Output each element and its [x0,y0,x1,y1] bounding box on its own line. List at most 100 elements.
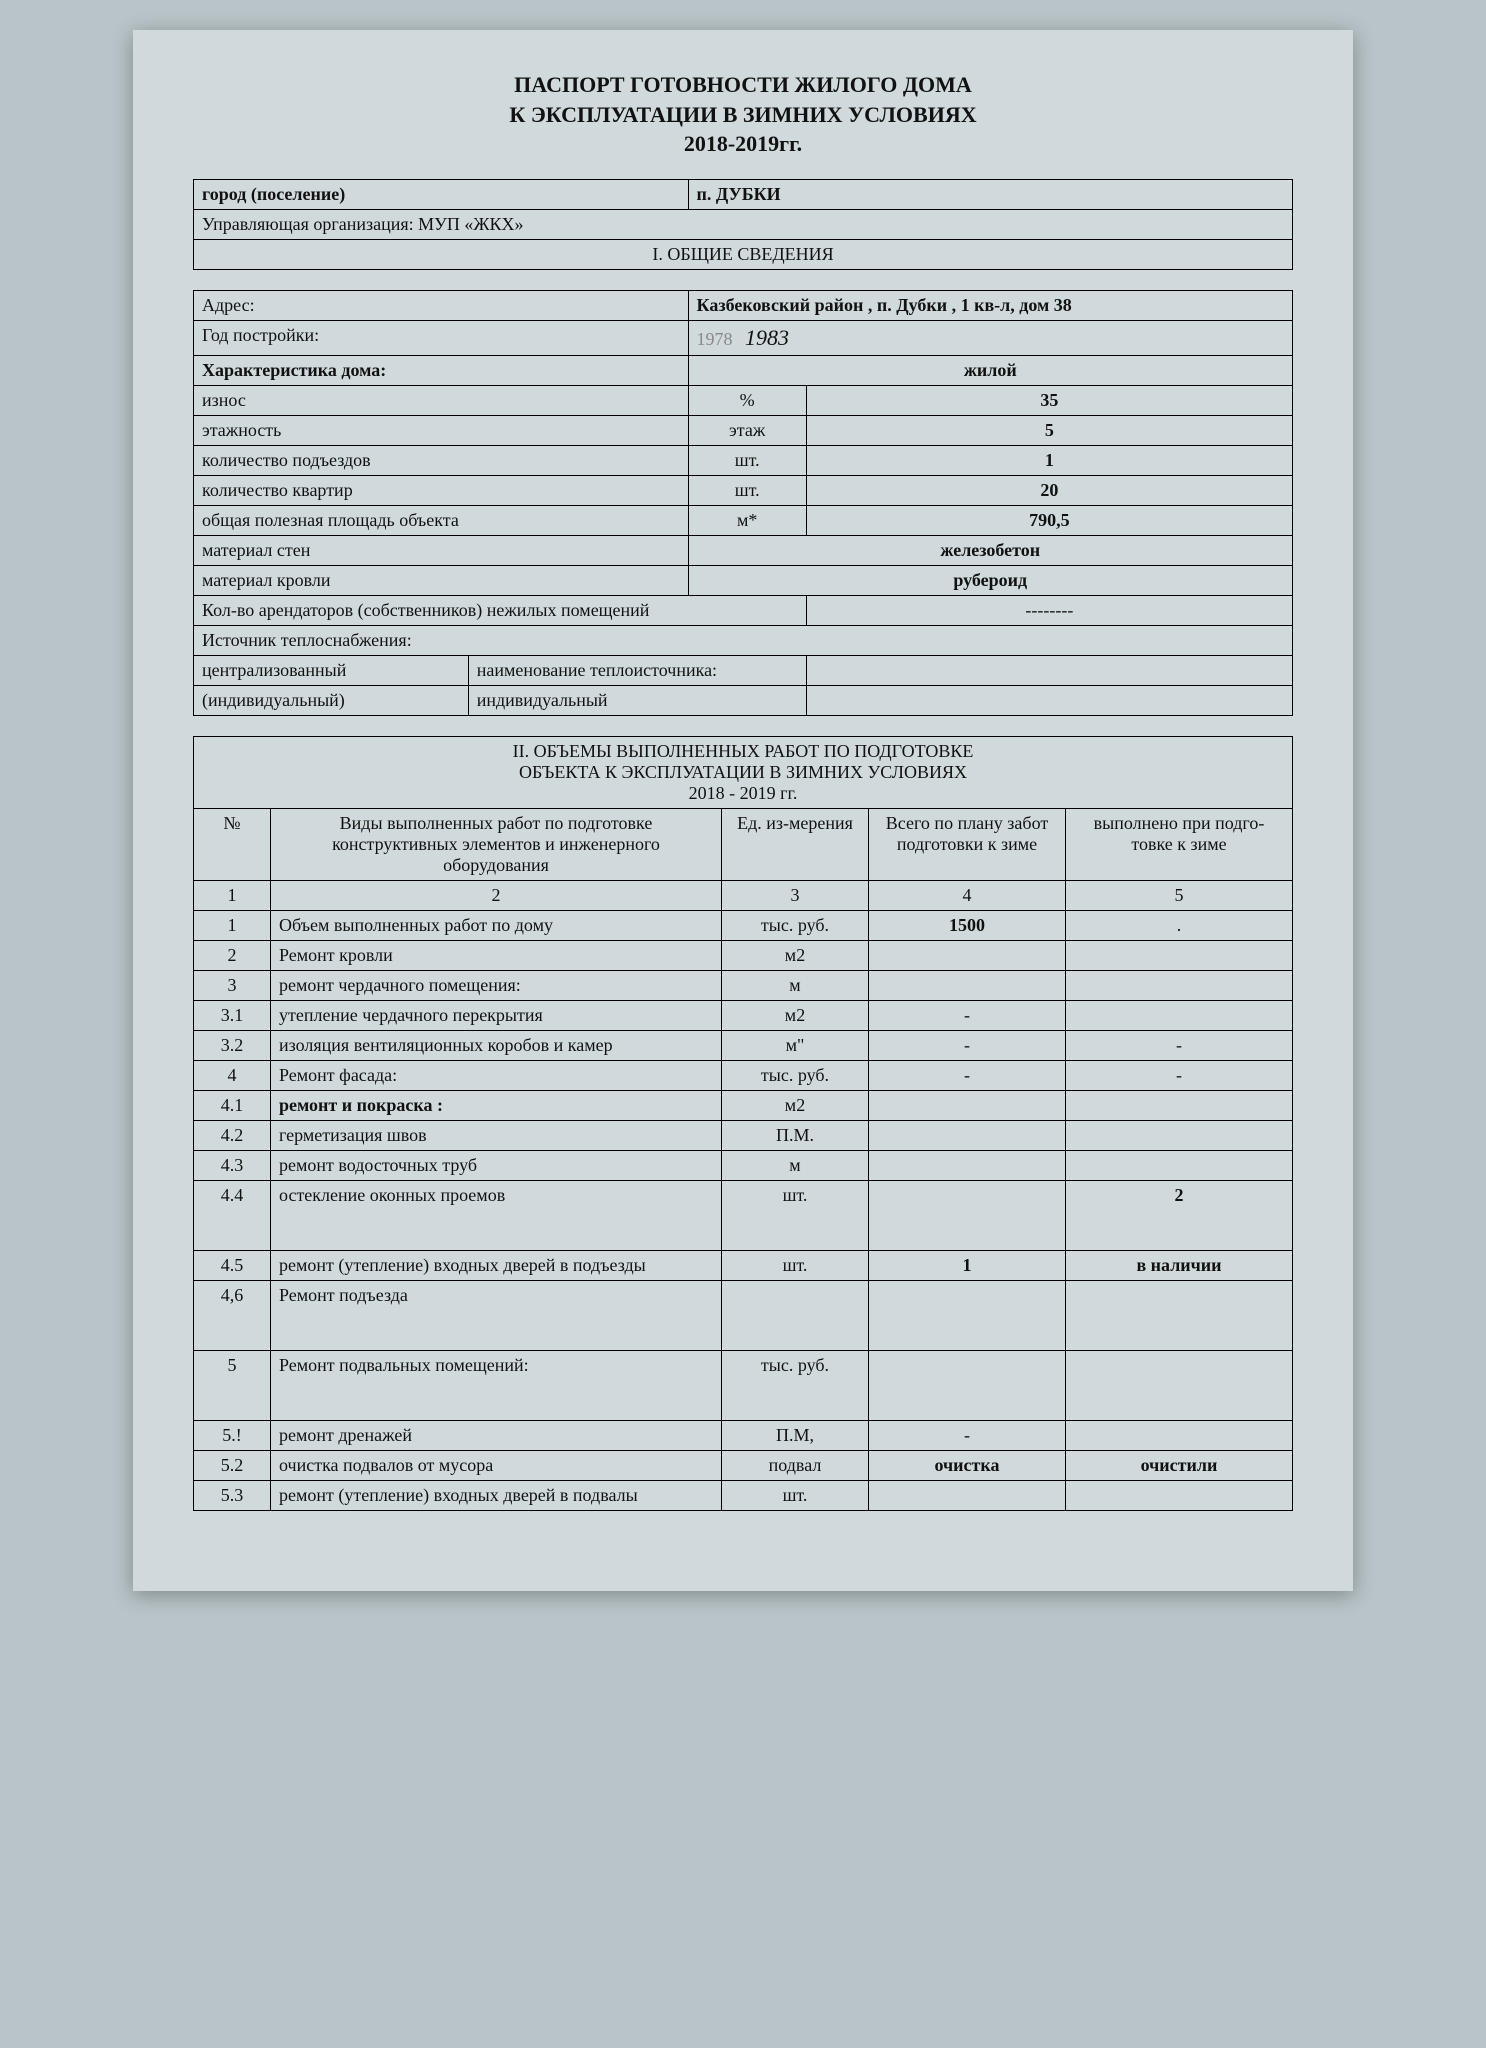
works-done [1066,1281,1293,1351]
works-row: 4Ремонт фасада:тыс. руб.-- [194,1061,1293,1091]
city-row: город (поселение) п. ДУБКИ [194,180,1293,210]
works-plan: - [869,1421,1066,1451]
org-row: Управляющая организация: МУП «ЖКХ» [194,210,1293,240]
works-done [1066,971,1293,1001]
works-unit: шт. [722,1181,869,1251]
tenants-value: -------- [806,596,1292,626]
heat-central-row: централизованный наименование теплоисточ… [194,656,1293,686]
year-handwritten: 1983 [737,325,789,350]
works-row: 1Объем выполненных работ по домутыс. руб… [194,911,1293,941]
works-unit: м [722,971,869,1001]
works-description: очистка подвалов от мусора [271,1451,722,1481]
char-row: Характеристика дома: жилой [194,356,1293,386]
general-unit: шт. [688,446,806,476]
works-description: Ремонт фасада: [271,1061,722,1091]
section2-line-2: ОБЪЕКТА К ЭКСПЛУАТАЦИИ В ЗИМНИХ УСЛОВИЯХ [202,762,1284,783]
general-value: 20 [806,476,1292,506]
general-value: железобетон [688,536,1292,566]
works-num: 4.5 [194,1251,271,1281]
works-header-row: № Виды выполненных работ по подготовке к… [194,809,1293,881]
general-value: 5 [806,416,1292,446]
works-unit: шт. [722,1251,869,1281]
general-row: материал кровлирубероид [194,566,1293,596]
hdr-num-2: 2 [271,881,722,911]
general-unit: % [688,386,806,416]
works-description: Ремонт подвальных помещений: [271,1351,722,1421]
works-row: 4.5ремонт (утепление) входных дверей в п… [194,1251,1293,1281]
hdr-num-5: 5 [1066,881,1293,911]
works-num: 3.2 [194,1031,271,1061]
heat-indiv-blank [806,686,1292,716]
works-unit: м" [722,1031,869,1061]
works-plan: 1500 [869,911,1066,941]
works-row: 2Ремонт кровлим2 [194,941,1293,971]
city-value: п. ДУБКИ [688,180,1292,210]
works-description: ремонт (утепление) входных дверей в подъ… [271,1251,722,1281]
works-description: ремонт водосточных труб [271,1151,722,1181]
col-plan: Всего по плану забот подготовки к зиме [869,809,1066,881]
works-unit: м2 [722,1001,869,1031]
works-done: очистили [1066,1451,1293,1481]
works-num: 5.! [194,1421,271,1451]
char-value: жилой [688,356,1292,386]
section2-line-3: 2018 - 2019 гг. [202,783,1284,804]
works-unit: П.М. [722,1121,869,1151]
works-description: герметизация швов [271,1121,722,1151]
works-done: 2 [1066,1181,1293,1251]
general-value: 35 [806,386,1292,416]
heat-indiv-value: индивидуальный [468,686,806,716]
heat-source-label: Источник теплоснабжения: [194,626,1293,656]
works-num: 1 [194,911,271,941]
general-label: материал кровли [194,566,689,596]
year-value-cell: 1978 1983 [688,321,1292,356]
section1-header: I. ОБЩИЕ СВЕДЕНИЯ [194,240,1293,270]
heat-central-label: централизованный [194,656,469,686]
works-description: утепление чердачного перекрытия [271,1001,722,1031]
works-row: 4.1ремонт и покраска :м2 [194,1091,1293,1121]
char-label: Характеристика дома: [194,356,689,386]
works-row: 5Ремонт подвальных помещений:тыс. руб. [194,1351,1293,1421]
general-row: общая полезная площадь объектам*790,5 [194,506,1293,536]
general-row: количество подъездовшт.1 [194,446,1293,476]
works-plan [869,1351,1066,1421]
works-num: 4.1 [194,1091,271,1121]
works-done [1066,1151,1293,1181]
tenants-label: Кол-во арендаторов (собственников) нежил… [194,596,807,626]
general-label: количество подъездов [194,446,689,476]
general-label: этажность [194,416,689,446]
works-row: 4.2герметизация швовП.М. [194,1121,1293,1151]
heat-source-row: Источник теплоснабжения: [194,626,1293,656]
works-plan [869,941,1066,971]
works-description: изоляция вентиляционных коробов и камер [271,1031,722,1061]
works-description: Ремонт подъезда [271,1281,722,1351]
address-row: Адрес: Казбековский район , п. Дубки , 1… [194,291,1293,321]
works-description: ремонт (утепление) входных дверей в подв… [271,1481,722,1511]
general-value: 1 [806,446,1292,476]
heat-indiv-label: (индивидуальный) [194,686,469,716]
works-num: 3.1 [194,1001,271,1031]
spacer-1 [193,270,1293,290]
title-line-3: 2018-2019гг. [193,129,1293,159]
works-unit: подвал [722,1451,869,1481]
works-description: ремонт и покраска : [271,1091,722,1121]
general-label: износ [194,386,689,416]
general-row: этажностьэтаж5 [194,416,1293,446]
col-unit: Ед. из-мерения [722,809,869,881]
general-value: рубероид [688,566,1292,596]
hdr-num-4: 4 [869,881,1066,911]
city-label: город (поселение) [202,184,345,204]
works-done: - [1066,1061,1293,1091]
works-num: 5 [194,1351,271,1421]
general-unit: м* [688,506,806,536]
address-label: Адрес: [194,291,689,321]
works-plan [869,1091,1066,1121]
hdr-num-1: 1 [194,881,271,911]
works-num: 4,6 [194,1281,271,1351]
works-plan [869,1151,1066,1181]
works-plan: - [869,1001,1066,1031]
works-plan: - [869,1031,1066,1061]
works-done [1066,941,1293,971]
works-unit: м [722,1151,869,1181]
hdr-num-3: 3 [722,881,869,911]
works-unit: тыс. руб. [722,1061,869,1091]
